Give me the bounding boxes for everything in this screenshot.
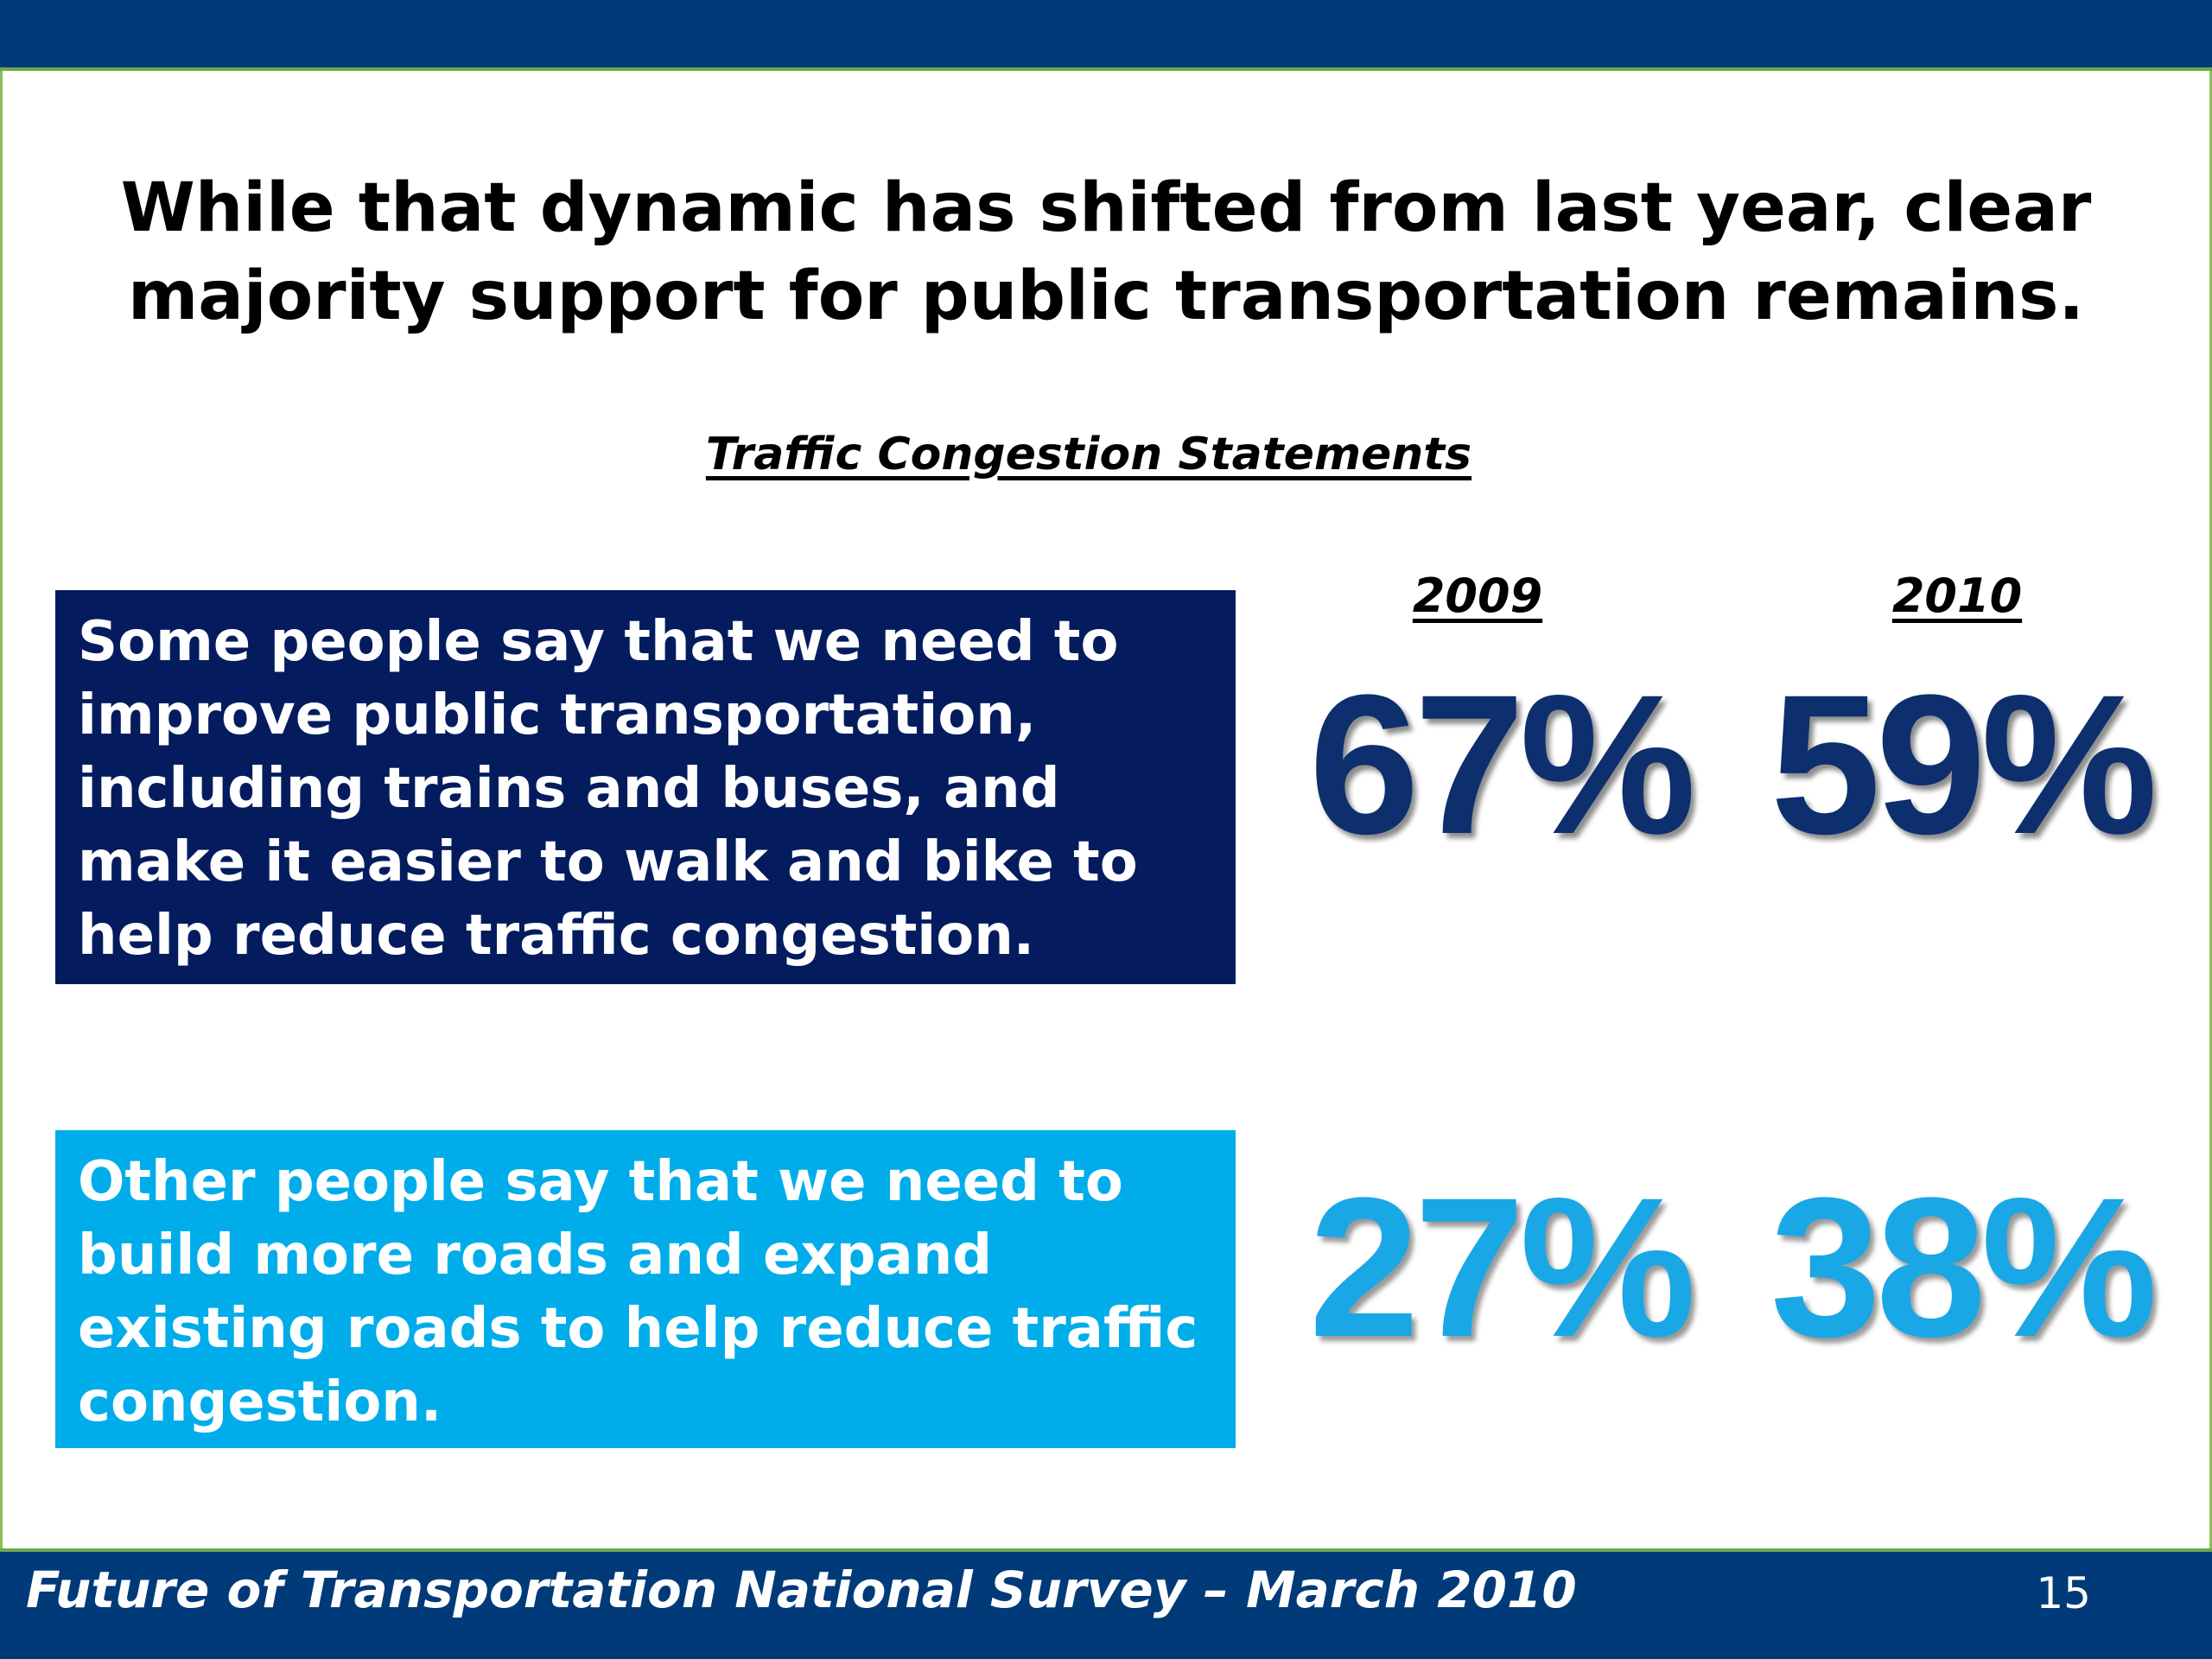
statement-build-roads: Other people say that we need to build m…	[55, 1130, 1236, 1448]
public-transportation-2009-value: 67%	[1308, 653, 1696, 875]
footer-bar	[0, 1548, 2212, 1659]
section-title: Traffic Congestion Statements	[705, 429, 1472, 480]
slide-frame	[0, 71, 2212, 1548]
header-bar	[0, 0, 2212, 71]
statement-text: Other people say that we need to build m…	[78, 1150, 1198, 1434]
statement-text: Some people say that we need to improve …	[78, 610, 1138, 968]
public-transportation-2010-value: 59%	[1770, 653, 2158, 875]
build-roads-2010-value: 38%	[1770, 1156, 2158, 1378]
year-label-2009: 2009	[1412, 569, 1543, 623]
statement-public-transportation: Some people say that we need to improve …	[55, 590, 1236, 984]
build-roads-2009-value: 27%	[1308, 1156, 1696, 1378]
year-label-2010: 2010	[1891, 569, 2023, 623]
slide-headline: While that dynamic has shifted from last…	[120, 169, 2092, 335]
footer-title: Future of Transportation National Survey…	[26, 1560, 1577, 1619]
page-number: 15	[2036, 1568, 2091, 1618]
